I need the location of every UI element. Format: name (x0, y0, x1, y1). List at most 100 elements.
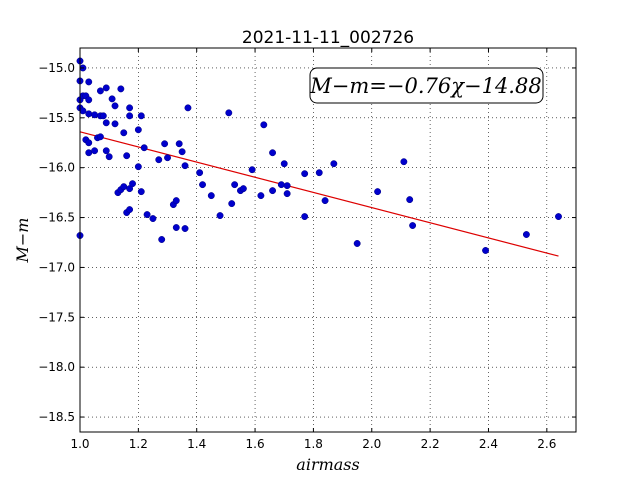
x-tick-label: 2.4 (479, 437, 498, 451)
data-point (196, 169, 204, 177)
grid (79, 48, 576, 432)
x-tick-label: 1.0 (70, 437, 89, 451)
data-point (134, 163, 142, 171)
annotation-text: M−m=−0.76χ−14.88 (309, 74, 541, 98)
y-tick-label: −18.0 (38, 360, 75, 374)
data-point (134, 126, 142, 134)
data-point (178, 148, 186, 156)
data-point (181, 162, 189, 170)
data-point (199, 181, 206, 189)
data-point (269, 149, 277, 157)
data-point (137, 112, 145, 120)
data-point (301, 170, 309, 178)
x-tick-label: 2.2 (421, 437, 440, 451)
data-point (91, 111, 99, 119)
data-point (85, 139, 93, 147)
data-point (164, 154, 171, 162)
data-point (248, 166, 256, 174)
data-point (409, 222, 417, 229)
y-tick-label: −16.0 (38, 161, 75, 175)
annotation-box (309, 67, 544, 104)
y-tick-label: −17.0 (38, 260, 75, 274)
data-point (123, 152, 131, 160)
data-point (102, 84, 110, 92)
data-point (280, 160, 288, 168)
data-point (143, 211, 151, 219)
data-point (400, 158, 408, 166)
data-point (126, 112, 134, 120)
data-points (76, 57, 562, 254)
data-point (269, 187, 277, 195)
data-point (175, 140, 183, 148)
data-point (555, 213, 562, 221)
data-point (482, 247, 490, 254)
fit-line (79, 131, 559, 257)
data-point (184, 104, 192, 112)
data-point (85, 96, 93, 104)
data-point (231, 181, 239, 189)
x-tick-label: 1.4 (187, 437, 206, 451)
x-tick-label: 1.8 (304, 437, 323, 451)
data-point (85, 78, 93, 86)
data-point (111, 102, 119, 110)
plot-frame (79, 47, 577, 433)
data-point (117, 85, 125, 93)
data-point (137, 188, 145, 196)
data-point (158, 236, 166, 243)
data-point (149, 215, 157, 223)
data-point (283, 182, 291, 190)
data-point (321, 197, 329, 205)
data-point (374, 188, 382, 196)
data-point (108, 95, 116, 103)
y-tick-label: −15.5 (38, 111, 75, 125)
data-point (126, 104, 134, 112)
y-axis-label: M−m (13, 218, 32, 264)
data-point (353, 240, 361, 247)
y-tick-label: −15.0 (38, 61, 75, 75)
data-point (91, 147, 99, 155)
data-point (99, 112, 107, 120)
data-point (283, 190, 291, 198)
x-tick-label: 1.6 (246, 437, 265, 451)
y-tick-label: −17.5 (38, 310, 75, 324)
data-point (228, 200, 236, 208)
data-point (96, 87, 104, 95)
data-point (522, 231, 530, 238)
data-point (105, 153, 113, 161)
data-point (85, 149, 93, 157)
data-point (257, 192, 265, 200)
data-point (239, 185, 247, 193)
fit-line-group (79, 131, 559, 257)
data-point (216, 212, 224, 220)
data-point (172, 197, 180, 205)
data-point (111, 120, 119, 128)
data-point (79, 107, 87, 115)
x-tick-label: 2.0 (362, 437, 381, 451)
data-point (172, 224, 180, 231)
data-point (102, 119, 110, 127)
axis-ticks: 1.0 1.2 1.4 1.6 1.8 2.0 2.2 2.4 2.6 −15.0 −15.5 −16… (38, 48, 576, 451)
data-point (120, 183, 128, 191)
data-point (225, 109, 233, 117)
data-point (301, 213, 309, 221)
data-point (406, 196, 414, 204)
y-tick-label: −16.5 (38, 211, 75, 225)
data-point (330, 160, 338, 168)
data-point (129, 180, 136, 188)
x-tick-label: 1.2 (129, 437, 148, 451)
data-point (96, 133, 104, 141)
x-axis-label: airmass (296, 455, 359, 474)
equation-annotation: M−m=−0.76χ−14.88 (309, 67, 544, 104)
data-point (260, 121, 268, 129)
data-point (140, 144, 148, 152)
data-point (120, 129, 128, 137)
data-point (207, 192, 215, 200)
y-tick-label: −18.5 (38, 410, 75, 424)
data-point (181, 225, 189, 232)
data-point (126, 206, 134, 214)
data-point (315, 169, 323, 177)
x-tick-label: 2.6 (537, 437, 556, 451)
data-point (161, 140, 169, 148)
data-point (155, 156, 163, 164)
